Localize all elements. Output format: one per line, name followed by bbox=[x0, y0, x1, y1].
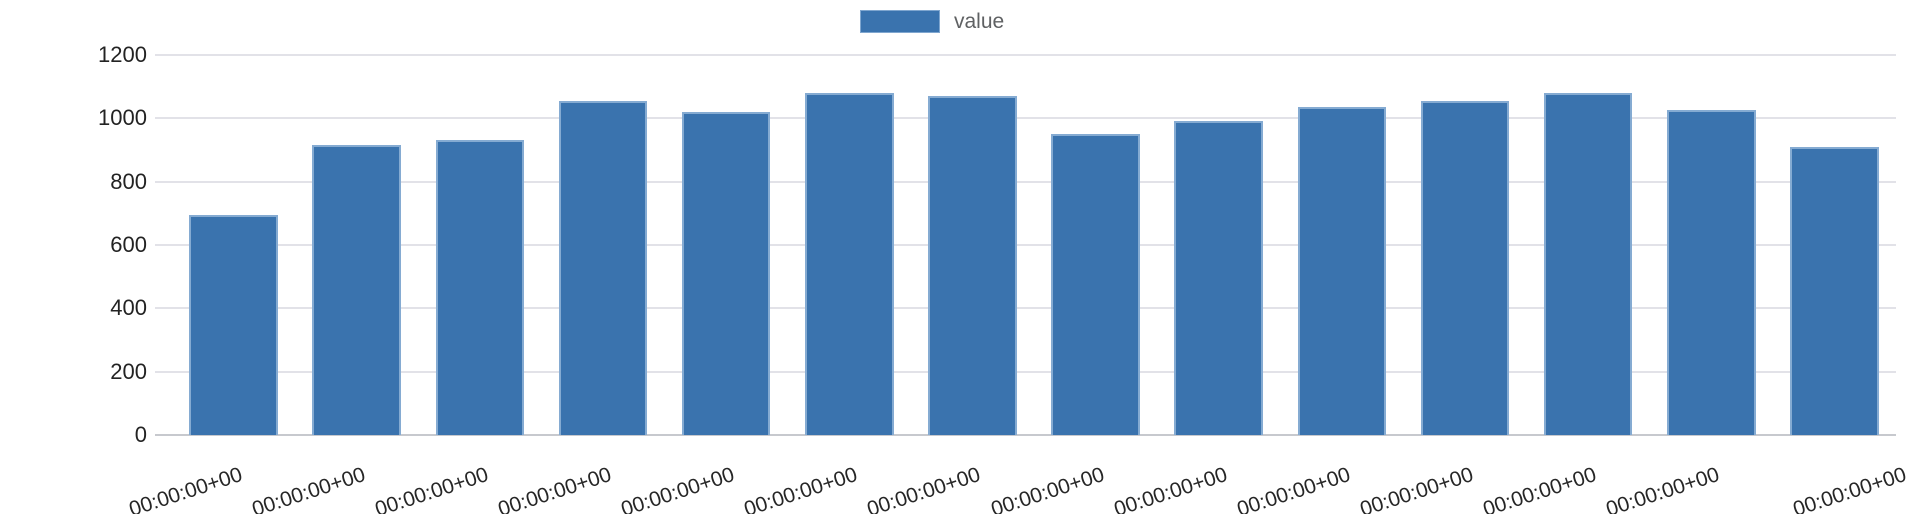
x-tick-label: 00:00:00+00 bbox=[249, 463, 368, 514]
x-tick-label: 00:00:00+00 bbox=[1790, 463, 1910, 514]
bar bbox=[1051, 134, 1140, 435]
y-tick-label: 800 bbox=[110, 168, 147, 194]
legend-item-value[interactable]: value bbox=[860, 10, 1004, 33]
bar-slot bbox=[1034, 54, 1157, 435]
y-tick-label: 400 bbox=[110, 295, 147, 321]
bar-slot bbox=[418, 54, 541, 435]
x-tick-label: 00:00:00+00 bbox=[495, 463, 615, 514]
bar-slot bbox=[1403, 54, 1526, 435]
bar bbox=[1420, 101, 1510, 435]
bar bbox=[312, 145, 402, 435]
x-tick-label: 00:00:00+00 bbox=[741, 463, 861, 514]
y-tick-label: 200 bbox=[110, 358, 147, 384]
bar-slot bbox=[1527, 54, 1650, 435]
x-tick-label: 00:00:00+00 bbox=[1111, 463, 1230, 514]
gridline bbox=[155, 180, 1896, 183]
legend-swatch-icon bbox=[860, 10, 940, 33]
legend-label: value bbox=[954, 10, 1005, 33]
bar-slot bbox=[295, 54, 418, 435]
x-tick-label: 00:00:00+00 bbox=[987, 463, 1107, 514]
gridline bbox=[155, 117, 1896, 120]
bar bbox=[804, 93, 894, 435]
x-tick-label: 00:00:00+00 bbox=[1480, 463, 1600, 514]
plot-area bbox=[172, 54, 1896, 435]
bar-slot bbox=[665, 54, 788, 435]
bar-slot bbox=[541, 54, 664, 435]
bar bbox=[435, 140, 525, 435]
gridline bbox=[155, 54, 1896, 56]
bar bbox=[1790, 147, 1879, 435]
y-tick-label: 0 bbox=[134, 422, 147, 447]
x-tick-label: 00:00:00+00 bbox=[618, 463, 738, 514]
bar bbox=[928, 96, 1017, 435]
x-tick-label: 00:00:00+00 bbox=[864, 463, 984, 514]
x-tick-label: 00:00:00+00 bbox=[125, 463, 245, 514]
bar bbox=[558, 101, 648, 435]
bar bbox=[1174, 121, 1264, 435]
bar-slot bbox=[1650, 54, 1773, 435]
bar-slot bbox=[1157, 54, 1280, 435]
y-tick-label: 600 bbox=[110, 232, 147, 257]
bar bbox=[1666, 110, 1756, 435]
bar-slot bbox=[172, 54, 295, 435]
x-tick-label: 00:00:00+00 bbox=[1357, 463, 1477, 514]
x-tick-label: 00:00:00+00 bbox=[1234, 463, 1353, 514]
bar bbox=[189, 215, 278, 435]
x-tick-label: 00:00:00+00 bbox=[1603, 463, 1723, 514]
y-tick-label: 1000 bbox=[98, 105, 147, 131]
bar-slot bbox=[788, 54, 911, 435]
x-axis-baseline bbox=[155, 434, 1896, 436]
gridline bbox=[155, 307, 1896, 310]
bar bbox=[1297, 107, 1387, 435]
bar-slot bbox=[1280, 54, 1403, 435]
bar bbox=[681, 112, 771, 435]
bar-slot bbox=[1773, 54, 1896, 435]
bar bbox=[1543, 93, 1633, 435]
x-tick-label: 00:00:00+00 bbox=[372, 463, 491, 514]
gridline bbox=[155, 244, 1896, 246]
y-tick-label: 1200 bbox=[98, 42, 147, 67]
gridline bbox=[155, 370, 1896, 373]
bar-slot bbox=[911, 54, 1034, 435]
